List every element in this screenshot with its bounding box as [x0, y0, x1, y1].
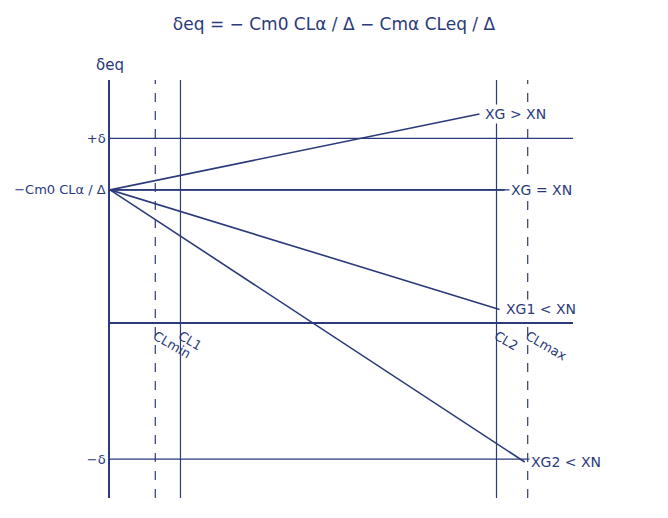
- svg-text:XG2 < XN: XG2 < XN: [531, 454, 601, 470]
- svg-text:−δ: −δ: [87, 452, 106, 467]
- svg-text:+δ: +δ: [87, 131, 106, 146]
- svg-text:XG = XN: XG = XN: [511, 182, 572, 198]
- svg-text:XG > XN: XG > XN: [485, 106, 546, 122]
- svg-text:δeq: δeq: [96, 56, 124, 74]
- svg-text:−Cm0 CLα / Δ: −Cm0 CLα / Δ: [14, 182, 106, 197]
- svg-text:CL2: CL2: [492, 328, 521, 353]
- svg-text:CLmax: CLmax: [523, 328, 569, 363]
- svg-text:CL1: CL1: [176, 328, 205, 353]
- svg-text:δeq = − Cm0 CLα / Δ − Cmα CLeq: δeq = − Cm0 CLα / Δ − Cmα CLeq / Δ: [173, 14, 496, 34]
- svg-text:XG1 < XN: XG1 < XN: [506, 301, 576, 317]
- svg-text:CLmin: CLmin: [151, 328, 194, 361]
